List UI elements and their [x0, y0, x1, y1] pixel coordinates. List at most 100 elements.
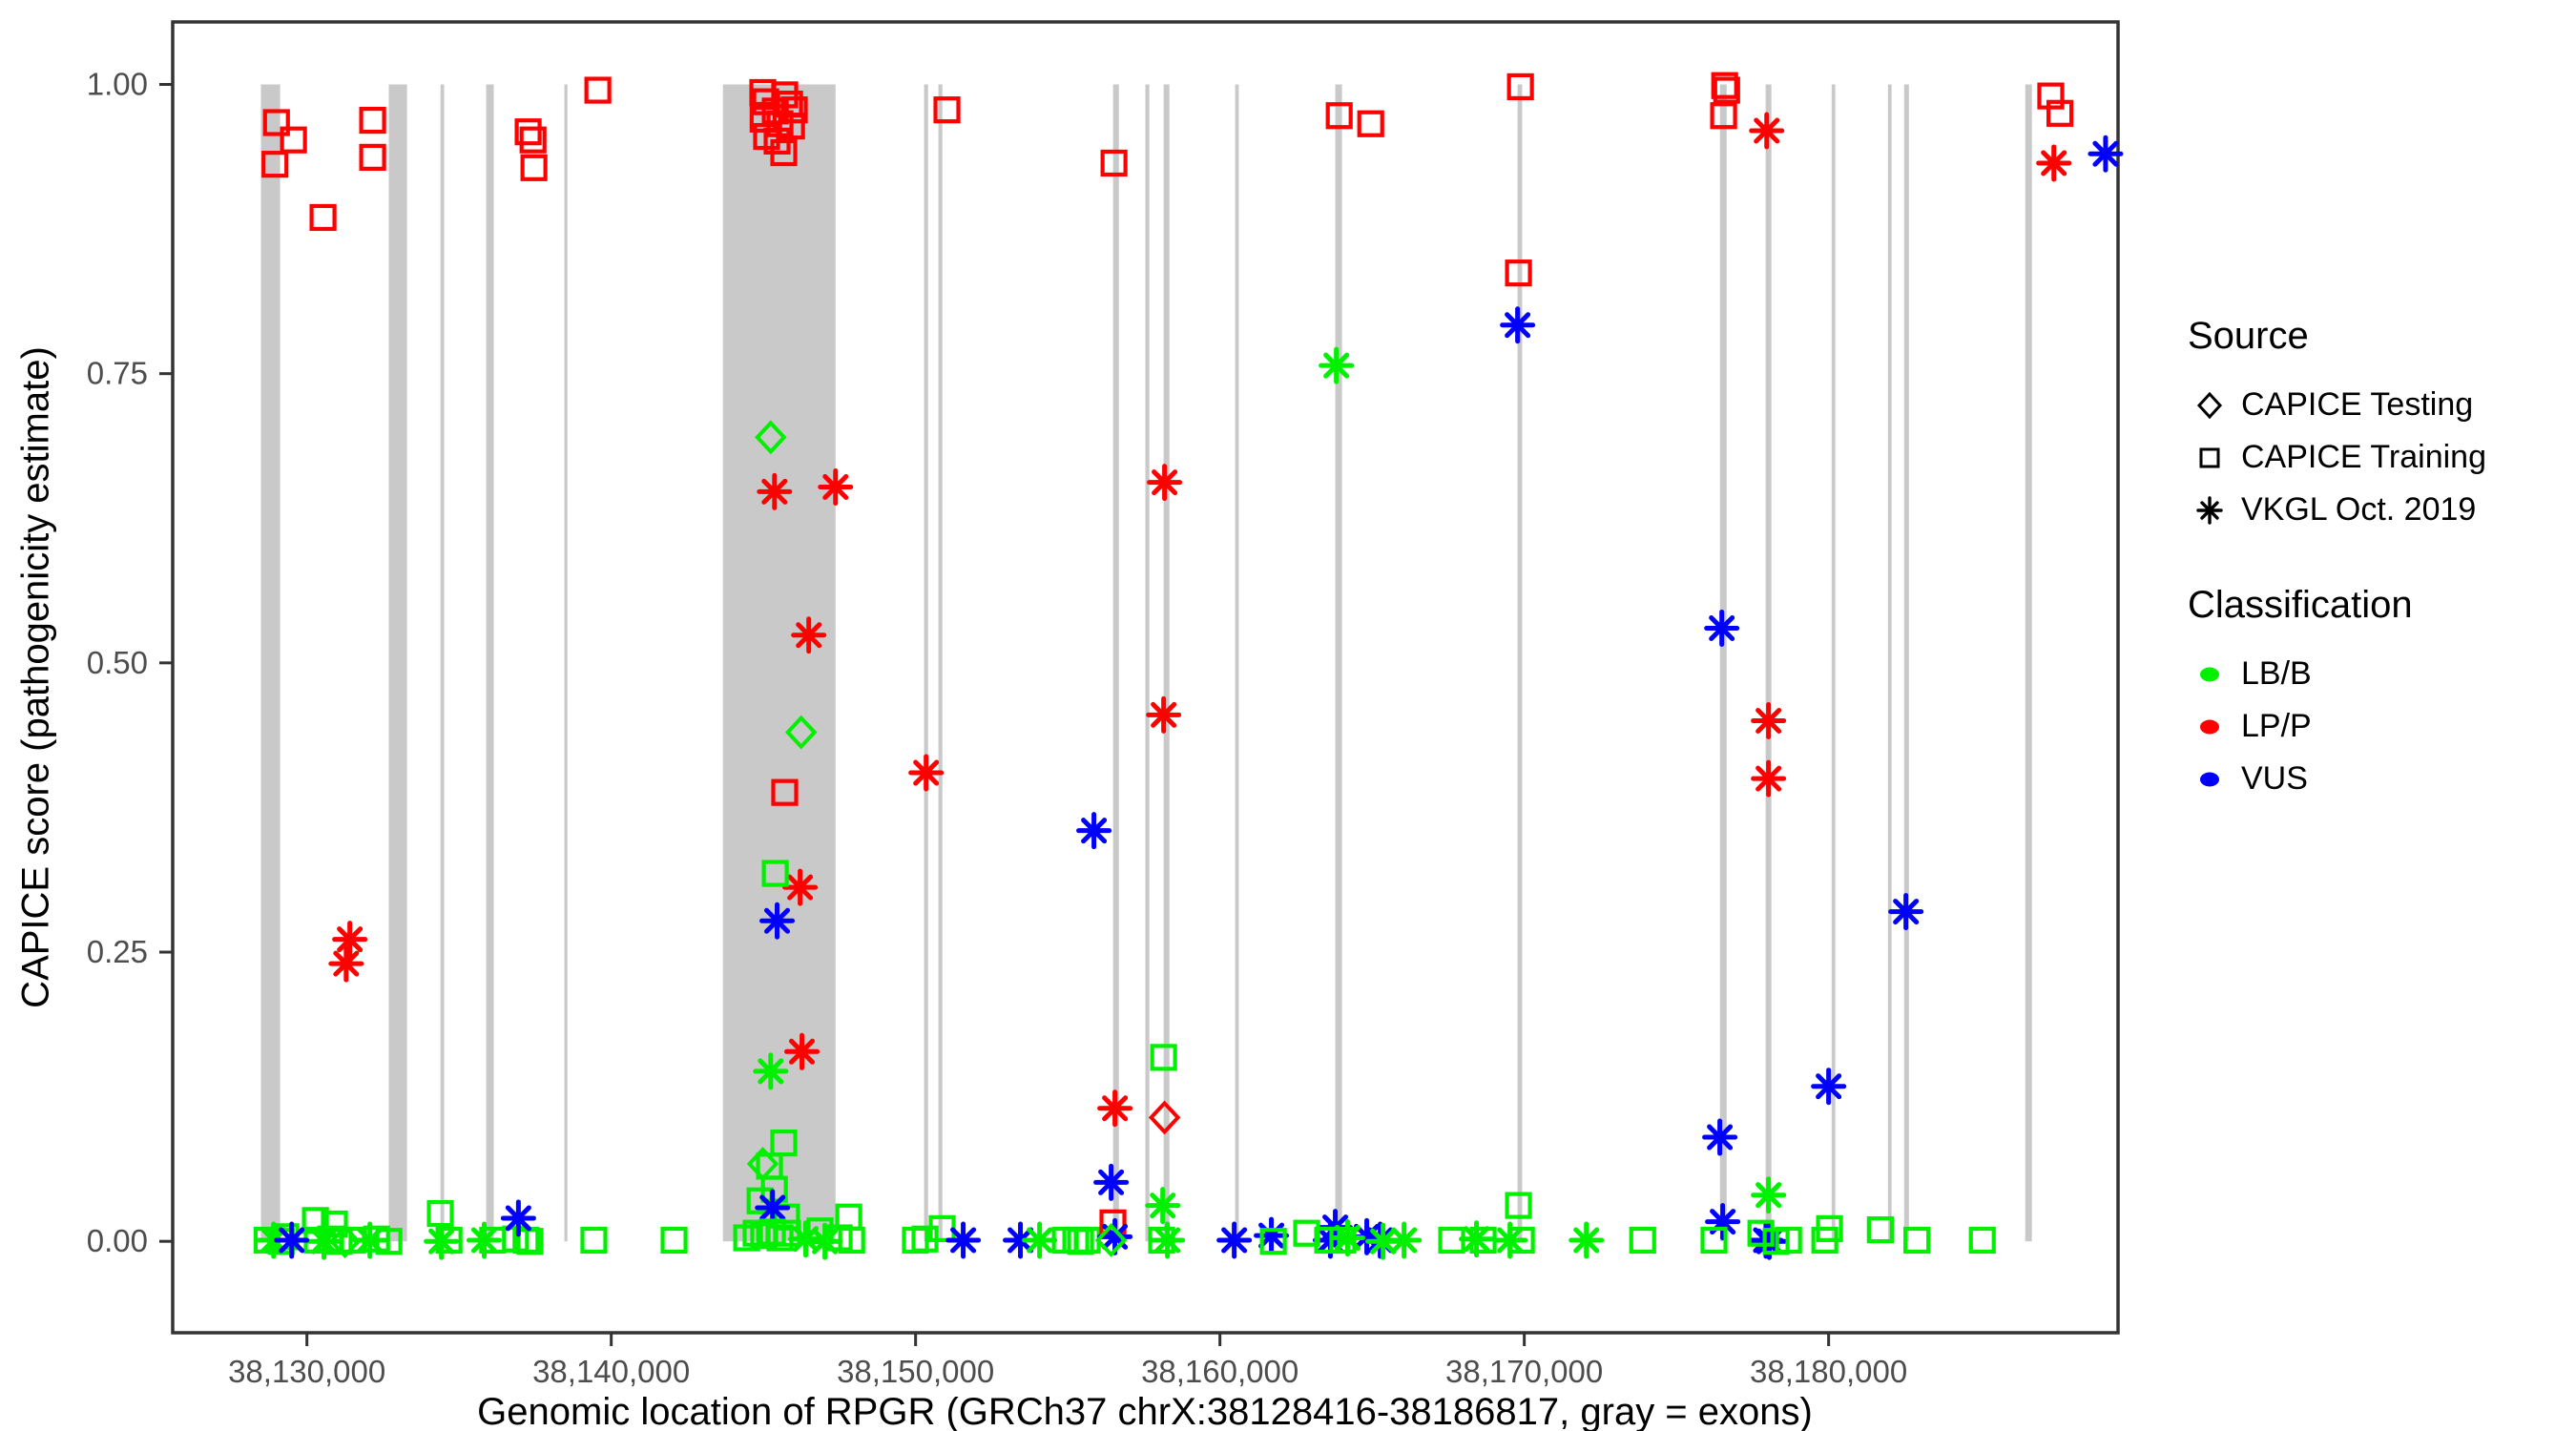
- exon-band: [722, 84, 836, 1242]
- data-point: [1968, 1226, 1996, 1255]
- data-point: [2046, 99, 2074, 127]
- data-point: [500, 1199, 536, 1237]
- data-point: [1386, 1221, 1423, 1259]
- data-point: [1751, 759, 1787, 798]
- axis-ticks: 38,130,000 38,140,000 38,150,000 38,160,000…: [87, 66, 1907, 1389]
- data-point: [309, 203, 337, 232]
- legend-item-vkgl: VKGL Oct. 2019: [2188, 484, 2486, 536]
- data-point: [1093, 1163, 1130, 1201]
- data-point: [1505, 1192, 1532, 1219]
- data-point: [1704, 609, 1740, 647]
- exon-band: [1517, 84, 1523, 1242]
- data-point: [761, 860, 789, 887]
- data-point: [1259, 1228, 1287, 1255]
- data-point: [1866, 1215, 1894, 1244]
- data-point: [332, 921, 368, 959]
- data-point: [262, 109, 290, 136]
- data-point: [1100, 149, 1128, 177]
- legend-item-label: VUS: [2241, 760, 2308, 797]
- exon-band: [1765, 84, 1772, 1242]
- data-point: [1568, 1221, 1605, 1259]
- exon-band: [1235, 84, 1239, 1242]
- data-point: [1216, 1221, 1253, 1259]
- x-axis-title: Genomic location of RPGR (GRCh37 chrX:38…: [477, 1391, 1813, 1431]
- data-point: [1459, 1220, 1495, 1258]
- data-point: [306, 1222, 343, 1260]
- exon-band: [938, 84, 943, 1242]
- data-point: [359, 106, 386, 135]
- data-point: [2036, 144, 2072, 182]
- data-point: [908, 754, 945, 792]
- data-point: [806, 1217, 834, 1245]
- data-point: [1749, 112, 1785, 150]
- data-point: [1751, 701, 1787, 739]
- exon-band: [1335, 84, 1342, 1242]
- y-tick-label: 1.00: [87, 66, 148, 101]
- x-tick-label: 38,130,000: [228, 1354, 385, 1389]
- y-tick-label: 0.50: [87, 645, 148, 680]
- data-point: [1506, 73, 1534, 101]
- data-point: [1146, 695, 1182, 734]
- data-point: [1357, 110, 1384, 137]
- exon-band: [1145, 84, 1150, 1242]
- data-point: [758, 1218, 786, 1246]
- data-point: [733, 1224, 760, 1252]
- green-dot-icon: [2188, 653, 2232, 695]
- data-point: [660, 1226, 688, 1255]
- data-point: [1097, 1089, 1133, 1128]
- data-point: [520, 154, 548, 181]
- data-point: [1094, 1223, 1128, 1257]
- legend-item-vus: VUS: [2188, 753, 2413, 805]
- data-point: [933, 96, 961, 124]
- legend-item-label: LP/P: [2241, 708, 2312, 744]
- exon-band: [1831, 84, 1836, 1242]
- data-point: [778, 113, 805, 140]
- data-point: [770, 138, 798, 167]
- exon-band: [1903, 84, 1909, 1242]
- data-point: [1702, 1118, 1738, 1156]
- data-point: [766, 1224, 794, 1252]
- data-point: [2088, 135, 2124, 173]
- data-point: [755, 420, 787, 455]
- x-tick-label: 38,140,000: [532, 1354, 690, 1389]
- asterisk-marker-icon: [2188, 489, 2232, 531]
- data-point: [274, 1221, 310, 1259]
- data-point: [424, 1222, 460, 1260]
- exon-band: [260, 84, 280, 1242]
- data-point: [1888, 893, 1924, 931]
- data-point: [359, 143, 386, 171]
- data-point: [1629, 1226, 1656, 1255]
- x-tick-label: 38,150,000: [837, 1354, 994, 1389]
- exon-band: [440, 84, 445, 1242]
- data-point: [1319, 346, 1355, 384]
- data-point: [1507, 1226, 1535, 1255]
- data-point: [774, 1219, 801, 1247]
- exon-band: [924, 84, 928, 1242]
- legend-source: Source CAPICE Testing CAPICE Training VK…: [2188, 315, 2486, 536]
- data-points: [253, 72, 2124, 1260]
- data-point: [1145, 1187, 1181, 1225]
- data-point: [1150, 1221, 1186, 1259]
- data-point: [261, 151, 289, 178]
- data-point: [328, 944, 364, 983]
- x-tick-label: 38,170,000: [1445, 1354, 1603, 1389]
- y-axis-title: CAPICE score (pathogenicity estimate): [14, 346, 57, 1008]
- data-point: [1365, 1222, 1402, 1260]
- y-tick-label: 0.75: [87, 356, 148, 391]
- data-point: [1811, 1068, 1847, 1106]
- data-point: [580, 1226, 608, 1255]
- data-point: [519, 126, 547, 154]
- data-point: [755, 1189, 791, 1227]
- exon-band: [486, 84, 494, 1242]
- data-point: [1147, 464, 1183, 502]
- data-point: [835, 1203, 862, 1231]
- diamond-marker-icon: [2188, 384, 2232, 426]
- exon-bands: [260, 84, 2032, 1242]
- y-tick-label: 0.00: [87, 1223, 148, 1258]
- data-point: [2037, 82, 2065, 110]
- data-point: [818, 468, 854, 507]
- blue-dot-icon: [2188, 758, 2232, 800]
- data-point: [280, 126, 307, 154]
- legend-item-lpp: LP/P: [2188, 700, 2413, 753]
